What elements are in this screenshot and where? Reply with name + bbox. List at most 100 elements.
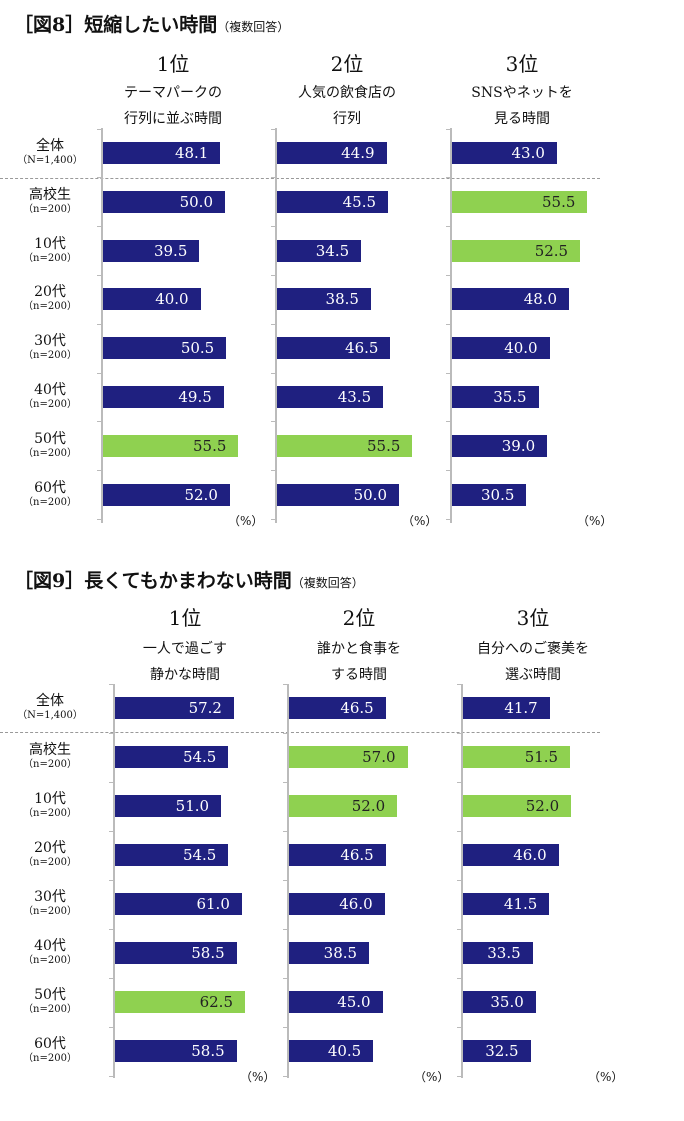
bar: 51.0 xyxy=(115,795,222,817)
bar: 40.0 xyxy=(452,337,550,360)
bar-value-label: 41.7 xyxy=(504,699,538,717)
bar-value-label: 51.0 xyxy=(175,797,210,815)
bar-value-label: 46.5 xyxy=(345,339,379,358)
axis-tick xyxy=(446,519,452,520)
bar: 52.0 xyxy=(289,795,398,817)
axis-tick xyxy=(457,879,463,881)
category-name: 高校生 xyxy=(29,186,71,203)
bar-value-label: 52.0 xyxy=(351,797,386,815)
series-label: 静かな時間 xyxy=(150,667,220,683)
series-label: 誰かと食事を xyxy=(317,641,401,657)
axis-tick xyxy=(283,1075,289,1077)
bar-value-label: 35.5 xyxy=(493,388,527,406)
bar-value-label: 49.5 xyxy=(178,388,212,406)
bar: 34.5 xyxy=(277,239,362,262)
bar-value-label: 52.0 xyxy=(525,797,560,815)
bar-value-label: 48.1 xyxy=(174,144,209,162)
axis-tick xyxy=(97,275,103,276)
series-rank: 3位 xyxy=(516,606,550,630)
bar-value-label: 54.5 xyxy=(182,748,217,766)
bar-value-label: 58.5 xyxy=(191,944,225,962)
value-axis xyxy=(450,128,452,523)
bar-value-label: 50.5 xyxy=(180,339,215,358)
category-sample-size: （n=200） xyxy=(23,808,77,819)
series-label: 一人で過ごす xyxy=(142,641,228,657)
bar-value-label: 34.5 xyxy=(315,241,350,260)
axis-tick xyxy=(271,275,277,276)
bar-value-label: 46.0 xyxy=(513,846,547,864)
series-label: 見る時間 xyxy=(494,111,550,127)
bar-value-label: 52.5 xyxy=(534,241,569,260)
bar: 58.5 xyxy=(115,942,237,964)
category-label: 40代 （n=200） xyxy=(0,937,100,967)
category-name: 60代 xyxy=(34,479,66,496)
category-sample-size: （n=200） xyxy=(23,252,77,264)
axis-tick xyxy=(283,830,289,832)
bar-value-label: 62.5 xyxy=(199,993,233,1011)
axis-tick xyxy=(97,323,103,325)
bar: 51.5 xyxy=(463,746,571,768)
bar: 55.5 xyxy=(103,434,239,457)
series-rank: 1位 xyxy=(168,606,202,630)
bar: 48.0 xyxy=(452,288,570,311)
category-name: 60代 xyxy=(34,1036,66,1052)
bar: 52.5 xyxy=(452,239,581,262)
category-sample-size: （N=1,400） xyxy=(17,155,83,166)
bar-value-label: 58.5 xyxy=(191,1042,225,1060)
category-label: 50代 （n=200） xyxy=(0,986,100,1016)
category-label: 50代 （n=200） xyxy=(0,430,100,460)
bar: 46.5 xyxy=(289,844,386,866)
value-axis xyxy=(461,684,463,1078)
axis-tick xyxy=(109,683,115,685)
axis-tick xyxy=(283,683,289,685)
bar-value-label: 45.5 xyxy=(342,192,377,211)
bar: 41.7 xyxy=(463,697,550,719)
axis-tick xyxy=(283,781,289,783)
series-rank: 1位 xyxy=(156,52,190,76)
axis-tick xyxy=(457,781,463,783)
chart-title: ［図9］長くてもかまわない時間（複数回答） xyxy=(14,566,364,593)
category-label: 10代 （n=200） xyxy=(0,235,100,265)
bar-value-label: 46.0 xyxy=(339,895,373,913)
bar-value-label: 40.5 xyxy=(327,1042,362,1060)
bar-value-label: 55.5 xyxy=(542,192,576,211)
value-axis xyxy=(101,128,103,523)
axis-tick xyxy=(457,732,463,734)
category-label: 30代 （n=200） xyxy=(0,888,100,918)
series-label: SNSやネットを xyxy=(471,85,573,101)
category-name: 10代 xyxy=(34,791,66,807)
value-axis xyxy=(275,128,277,523)
category-sample-size: （n=200） xyxy=(23,447,77,459)
category-name: 高校生 xyxy=(29,742,71,758)
axis-tick xyxy=(457,977,463,979)
value-axis xyxy=(287,684,289,1078)
bar: 48.1 xyxy=(103,142,221,164)
axis-tick xyxy=(97,177,103,179)
bar: 40.5 xyxy=(289,1040,374,1062)
category-label: 高校生 （n=200） xyxy=(0,741,100,771)
bar-value-label: 33.5 xyxy=(487,944,521,962)
axis-tick xyxy=(109,781,115,783)
chart-title-text: ［図8］短縮したい時間 xyxy=(14,14,218,36)
unit-label: （%） xyxy=(228,514,264,528)
axis-tick xyxy=(271,226,277,228)
unit-label: （%） xyxy=(402,514,438,528)
category-sample-size: （n=200） xyxy=(23,1004,77,1015)
bar-value-label: 41.5 xyxy=(503,895,538,913)
category-label: 全体 （N=1,400） xyxy=(0,692,100,722)
category-label: 高校生 （n=200） xyxy=(0,186,100,216)
figure-8: ［図8］短縮したい時間（複数回答） 全体 （N=1,400） 高校生 （n=200） 10… xyxy=(0,0,684,545)
axis-tick xyxy=(283,732,289,734)
bar: 57.0 xyxy=(289,746,408,768)
bar-value-label: 40.0 xyxy=(504,339,538,358)
axis-tick xyxy=(446,323,452,325)
bar-value-label: 54.5 xyxy=(182,846,217,864)
series-rank: 3位 xyxy=(505,52,539,76)
axis-tick xyxy=(271,470,277,472)
axis-tick xyxy=(457,928,463,930)
bar-value-label: 40.0 xyxy=(155,290,189,309)
bar: 30.5 xyxy=(452,483,527,506)
axis-tick xyxy=(271,177,277,179)
series-label: 自分へのご褒美を xyxy=(477,641,589,657)
axis-tick xyxy=(446,177,452,179)
